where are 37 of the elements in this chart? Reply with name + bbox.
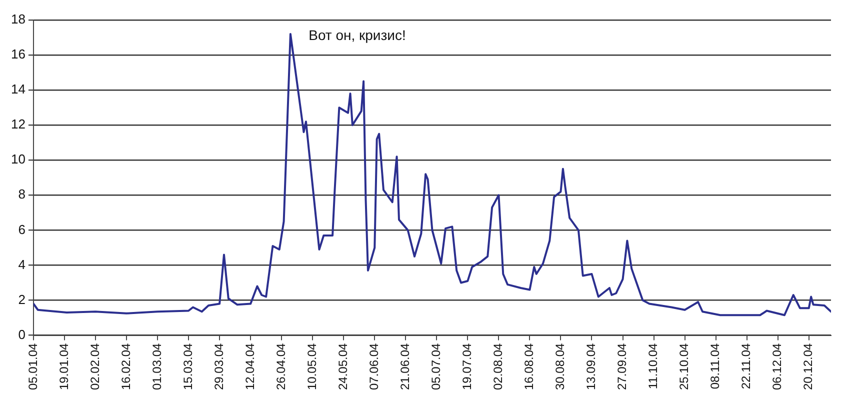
x-tick-label: 12.04.04 bbox=[242, 342, 257, 390]
x-tick-label: 11.10.04 bbox=[646, 342, 660, 390]
x-tick-label: 22.11.04 bbox=[739, 342, 754, 390]
y-tick-label: 10 bbox=[10, 152, 26, 167]
y-tick-label: 16 bbox=[10, 46, 26, 62]
x-tick-label: 27.09.04 bbox=[615, 342, 630, 390]
x-tick-label: 07.06.04 bbox=[366, 342, 381, 390]
x-tick-label: 15.03.04 bbox=[180, 342, 195, 390]
x-tick-label: 16.08.04 bbox=[522, 342, 536, 390]
y-tick-label: 2 bbox=[18, 292, 26, 307]
y-tick-label: 12 bbox=[10, 116, 26, 132]
x-tick-label: 21.06.04 bbox=[398, 342, 412, 390]
x-tick-label: 19.01.04 bbox=[56, 342, 71, 390]
annotation: Вот он, кризис! bbox=[308, 26, 406, 43]
x-tick-label: 05.01.04 bbox=[26, 342, 40, 390]
y-tick-label: 6 bbox=[18, 222, 26, 237]
x-tick-label: 24.05.04 bbox=[336, 342, 350, 390]
x-tick-label: 01.03.04 bbox=[150, 342, 164, 390]
x-tick-label: 08.11.04 bbox=[708, 342, 722, 390]
x-tick-label: 30.08.04 bbox=[553, 342, 568, 390]
y-tick-label: 0 bbox=[18, 326, 26, 342]
x-tick-label: 02.08.04 bbox=[491, 342, 506, 390]
x-tick-label: 02.02.04 bbox=[88, 342, 102, 390]
y-tick-label: 8 bbox=[18, 186, 26, 202]
x-tick-label: 16.02.04 bbox=[118, 342, 133, 390]
x-tick-label: 26.04.04 bbox=[274, 342, 288, 390]
x-tick-label: 29.03.04 bbox=[212, 342, 226, 390]
x-tick-label: 06.12.04 bbox=[770, 342, 784, 390]
x-tick-label: 13.09.04 bbox=[584, 342, 598, 390]
y-tick-label: 14 bbox=[10, 82, 26, 97]
y-tick-label: 4 bbox=[18, 256, 26, 272]
x-tick-label: 25.10.04 bbox=[677, 342, 692, 390]
y-tick-label: 18 bbox=[10, 12, 26, 27]
x-tick-label: 20.12.04 bbox=[801, 342, 816, 390]
x-tick-label: 05.07.04 bbox=[428, 342, 443, 390]
x-tick-label: 10.05.04 bbox=[304, 342, 319, 390]
x-tick-label: 19.07.04 bbox=[460, 342, 474, 390]
